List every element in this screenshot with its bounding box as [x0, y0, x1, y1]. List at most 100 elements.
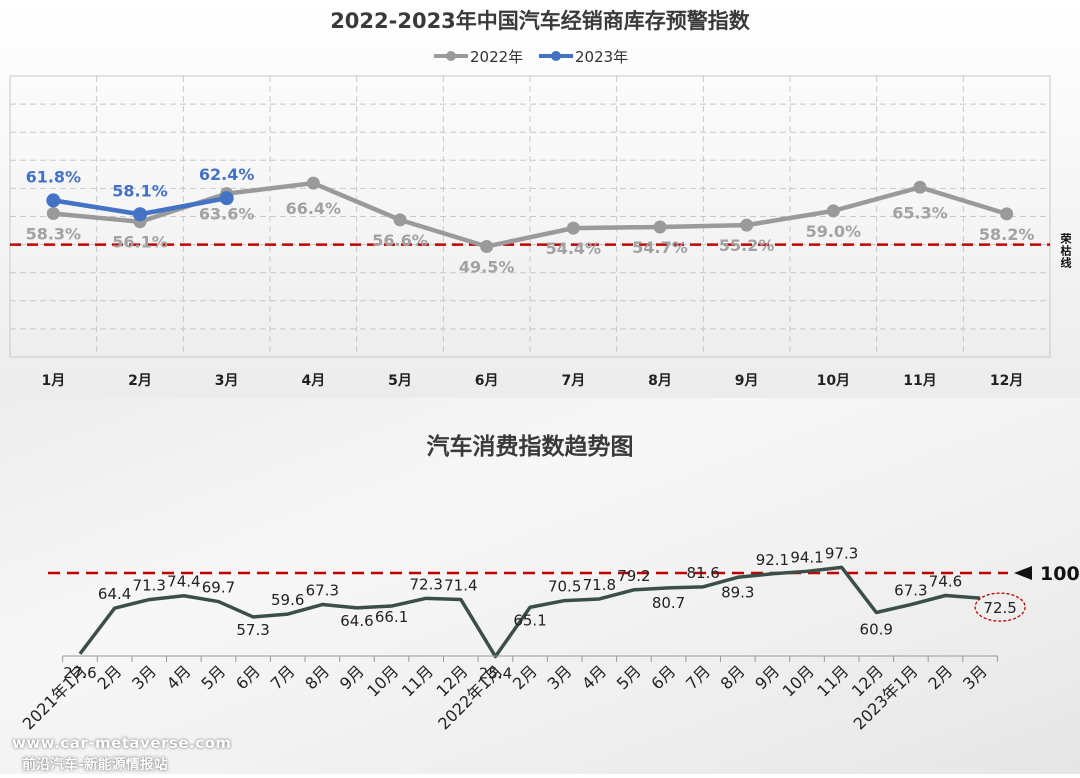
data-label: 89.3	[721, 583, 754, 601]
series-2022-data-label: 55.2%	[719, 236, 775, 255]
x-tick-label: 8月	[301, 661, 333, 693]
series-2022-point	[46, 207, 60, 221]
watermark-url: www.car-metaverse.com	[12, 734, 232, 752]
data-label: 64.6	[340, 612, 373, 630]
series-2022-data-label: 58.3%	[26, 225, 82, 244]
data-label: 97.3	[825, 544, 858, 562]
data-label: 94.1	[790, 548, 823, 566]
x-tick-label: 2021年1月	[19, 661, 91, 733]
x-tick-label: 5月	[613, 661, 645, 693]
x-tick-label: 4月	[578, 661, 610, 693]
x-tick-label: 3月	[128, 661, 160, 693]
chart-1-panel: 2022-2023年中国汽车经销商库存预警指数 2022年 2023年 荣枯线 5…	[0, 0, 1080, 398]
chart-1-reference-line: 荣枯线	[10, 232, 1073, 270]
x-tick-label: 12月	[990, 373, 1023, 389]
legend-marker-0	[446, 51, 456, 61]
x-tick-label: 3月	[215, 373, 239, 389]
data-label: 69.7	[202, 579, 235, 597]
series-2023-data-label: 61.8%	[26, 167, 82, 186]
x-tick-label: 11月	[398, 661, 437, 700]
series-2022-point	[826, 204, 840, 218]
series-2023-point	[133, 207, 147, 222]
x-tick-label: 2月	[924, 661, 956, 693]
series-2023-point	[219, 191, 234, 206]
chart-2-title: 汽车消费指数趋势图	[427, 433, 634, 460]
data-label: 71.4	[444, 576, 477, 594]
x-tick-label: 6月	[232, 661, 264, 693]
x-tick-label: 11月	[903, 373, 936, 389]
chart-2-panel: 汽车消费指数趋势图 100 27.6 64.4 71.3 74.4 69.7 57.3 59…	[0, 398, 1080, 774]
reference-line-label-char: 枯	[1061, 244, 1072, 258]
data-label: 27.6	[63, 664, 96, 682]
data-label: 81.6	[686, 564, 719, 582]
data-label: 67.3	[894, 582, 927, 600]
data-label: 72.5	[983, 599, 1016, 617]
series-2022-data-label: 49.5%	[459, 257, 515, 276]
x-tick-label: 3月	[959, 661, 991, 693]
series-2022-point	[653, 220, 667, 234]
series-2022-point	[393, 213, 407, 227]
x-tick-label: 1月	[41, 373, 65, 389]
x-tick-label: 9月	[735, 373, 759, 389]
data-label: 65.1	[513, 611, 546, 629]
x-tick-label: 9月	[751, 661, 783, 693]
data-label: 67.3	[306, 582, 339, 600]
series-2022-data-label: 56.1%	[112, 233, 168, 252]
legend-marker-1	[551, 51, 561, 61]
x-tick-label: 5月	[388, 373, 412, 389]
series-2022-data-label: 63.6%	[199, 205, 255, 224]
reference-arrow-icon	[1014, 566, 1032, 580]
chart-2-series: 27.664.4 71.3 74.4 69.757.359.667.364.6 66.1…	[63, 544, 1026, 683]
series-2022-data-label: 59.0%	[806, 222, 862, 241]
series-2022-point	[913, 180, 927, 194]
series-2022-data-label: 54.7%	[632, 238, 688, 257]
chart-2-svg: 汽车消费指数趋势图 100 27.6 64.4 71.3 74.4 69.7 57.359…	[19, 433, 1080, 733]
x-tick-label: 10月	[363, 661, 402, 700]
consumption-index-line	[78, 565, 981, 659]
series-2022-data-label: 56.6%	[372, 231, 428, 250]
series-2023-point	[46, 193, 61, 208]
data-label: 64.4	[98, 585, 131, 603]
series-2022-data-label: 66.4%	[286, 199, 342, 218]
legend-label-0: 2022年	[470, 48, 523, 66]
x-tick-label: 4月	[301, 373, 325, 389]
chart-1-svg: 2022-2023年中国汽车经销商库存预警指数 2022年 2023年 荣枯线 5…	[9, 9, 1073, 389]
data-label: 25.4	[479, 665, 512, 683]
series-2022-point	[1000, 207, 1014, 221]
x-tick-label: 9月	[336, 661, 368, 693]
chart-1-legend: 2022年 2023年	[434, 48, 628, 66]
x-tick-label: 10月	[817, 373, 850, 389]
legend-label-1: 2023年	[575, 48, 628, 66]
x-tick-label: 7月	[267, 661, 299, 693]
x-tick-label: 10月	[779, 661, 818, 700]
x-tick-label: 3月	[544, 661, 576, 693]
x-tick-label: 4月	[163, 661, 195, 693]
chart-1-grid	[9, 75, 1051, 358]
series-2022-data-label: 65.3%	[892, 203, 948, 222]
data-label: 80.7	[652, 594, 685, 612]
x-tick-label: 2月	[509, 661, 541, 693]
reference-line-label: 100	[1040, 563, 1080, 585]
data-label: 59.6	[271, 591, 304, 609]
chart-1-title: 2022-2023年中国汽车经销商库存预警指数	[330, 9, 751, 33]
series-2022-data-label: 54.4%	[546, 239, 602, 258]
data-label: 74.6	[929, 572, 962, 590]
data-label: 72.3	[409, 575, 442, 593]
chart-1-series: 58.3% 56.1% 63.6% 66.4% 56.6% 49.5% 54.4% 54.7%…	[26, 165, 1035, 276]
x-tick-label: 2月	[128, 373, 152, 389]
x-tick-label: 7月	[561, 373, 585, 389]
x-tick-label: 8月	[717, 661, 749, 693]
series-2022-point	[306, 176, 320, 190]
data-label: 71.8	[583, 576, 616, 594]
x-tick-label: 5月	[197, 661, 229, 693]
series-2022-point	[740, 218, 754, 232]
chart-1-x-ticks: 1月 2月 3月 4月 5月 6月 7月 8月 9月 10月 11月 12月	[41, 373, 1023, 389]
x-tick-label: 7月	[682, 661, 714, 693]
data-label: 92.1	[756, 551, 789, 569]
series-2022-data-label: 58.2%	[979, 225, 1035, 244]
x-tick-label: 6月	[475, 373, 499, 389]
series-2023-data-label: 58.1%	[112, 181, 168, 200]
series-2022-line	[53, 180, 1008, 249]
series-2022-point	[566, 221, 580, 235]
x-tick-label: 6月	[647, 661, 679, 693]
